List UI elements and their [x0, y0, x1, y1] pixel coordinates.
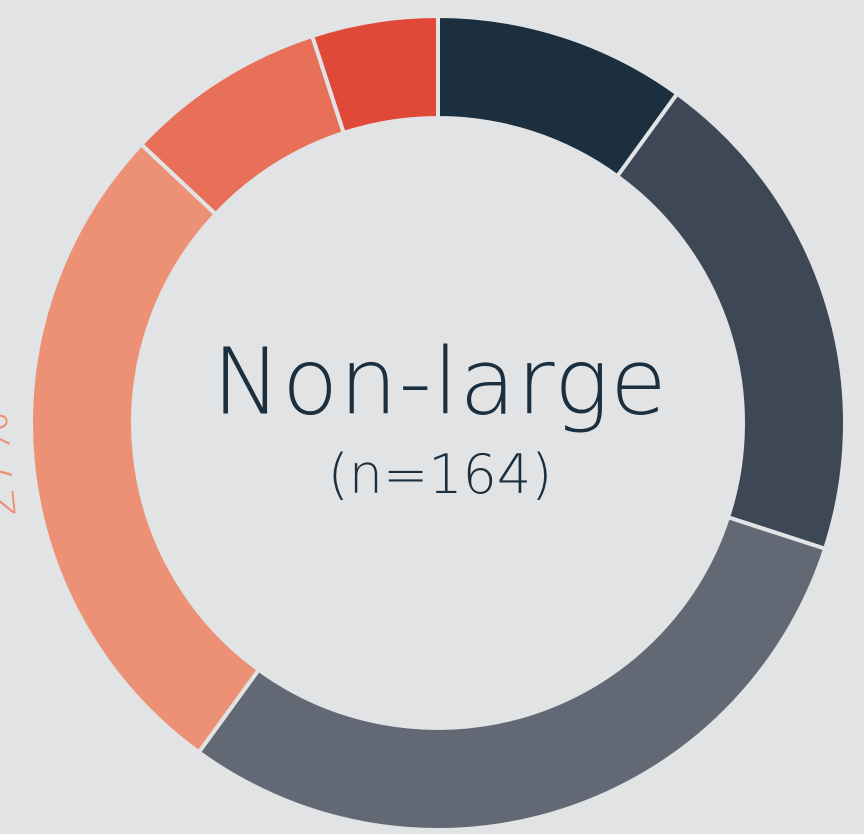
- donut: [29, 13, 847, 832]
- center-title: Non-large: [212, 329, 668, 436]
- donut-segment: [29, 141, 262, 756]
- center-subtitle: (n=164): [328, 443, 553, 506]
- donut-segment: [309, 13, 440, 136]
- donut-segment: [195, 514, 828, 832]
